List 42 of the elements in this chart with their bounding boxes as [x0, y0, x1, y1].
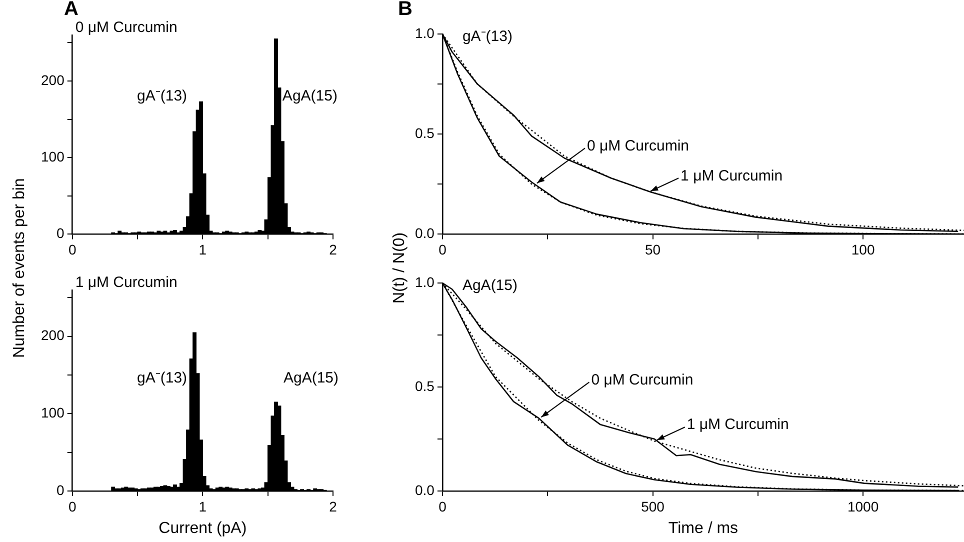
- y-tick-label: 0.0: [414, 482, 435, 498]
- text: A: [64, 0, 78, 20]
- chart-title: AgA(15): [462, 277, 518, 294]
- y-tick-label: 100: [41, 148, 65, 164]
- x-tick-label: 0: [68, 498, 76, 514]
- x-axis-title: Time / ms: [668, 520, 738, 537]
- chart-title: gA⁻(13): [462, 28, 512, 45]
- annotation: AgA(15): [283, 369, 339, 386]
- annotation: gA⁻(13): [137, 88, 188, 105]
- chart-title: 0 μM Curcumin: [75, 19, 178, 36]
- x-axis-title: Current (pA): [158, 520, 247, 537]
- annotation: 1 μM Curcumin: [686, 416, 789, 434]
- x-tick-label: 500: [641, 498, 665, 514]
- annotation: 0 μM Curcumin: [586, 137, 689, 154]
- annotation: 1 μM Curcumin: [680, 167, 783, 184]
- x-tick-label: 50: [644, 241, 661, 258]
- x-tick-label: 2: [329, 241, 338, 258]
- y-tick-label: 200: [41, 72, 65, 88]
- y-tick-label: 0: [56, 225, 65, 242]
- x-tick-label: 1000: [847, 498, 879, 514]
- x-tick-label: 0: [438, 498, 447, 514]
- y-axis-title: N(t) / N(0): [391, 232, 409, 304]
- y-tick-label: 0: [56, 482, 65, 498]
- annotation: 0 μM Curcumin: [591, 371, 694, 388]
- x-tick-label: 0: [438, 241, 447, 258]
- y-tick-label: 0.0: [414, 225, 435, 242]
- y-tick-label: 100: [41, 404, 65, 421]
- annotation: gA⁻(13): [137, 369, 188, 386]
- x-tick-label: 1: [198, 498, 207, 514]
- x-tick-label: 1: [198, 241, 207, 258]
- y-tick-label: 1.0: [414, 24, 435, 41]
- y-tick-label: 0.5: [414, 378, 435, 394]
- chart-title: 1 μM Curcumin: [75, 274, 178, 291]
- x-tick-label: 0: [68, 241, 76, 258]
- text: B: [398, 0, 412, 20]
- x-tick-label: 2: [329, 498, 338, 514]
- y-tick-label: 1.0: [414, 274, 435, 290]
- annotation: AgA(15): [282, 88, 338, 105]
- y-tick-label: 200: [41, 327, 65, 344]
- y-axis-title: Number of events per bin: [11, 178, 29, 358]
- x-tick-label: 100: [851, 241, 875, 258]
- y-tick-label: 0.5: [414, 124, 435, 141]
